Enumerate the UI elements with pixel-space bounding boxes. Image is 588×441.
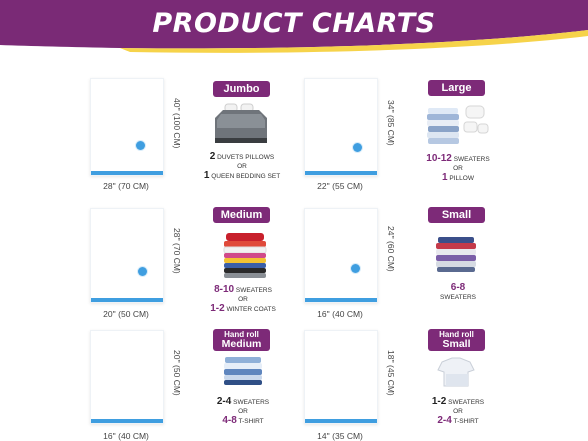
width-label: 16'' (40 CM) (103, 431, 149, 441)
width-label: 20'' (50 CM) (103, 309, 149, 319)
zipper (305, 419, 377, 423)
height-label: 24'' (60 CM) (386, 226, 396, 272)
or-label: OR (237, 163, 247, 170)
size-badge: Small (428, 207, 485, 223)
capacity-unit: DUVETS PILLOWS (217, 154, 275, 161)
capacity-count: 8-10 (214, 284, 235, 295)
capacity-count: 1 (203, 170, 210, 181)
capacity-count: 2-4 (437, 415, 452, 426)
or-label: OR (238, 408, 248, 415)
capacity-jumbo: 2 DUVETS PILLOWS OR 1 QUEEN BEDDING SET (198, 152, 286, 181)
capacity-count: 1-2 (210, 303, 225, 314)
capacity-count: 6-8 (450, 282, 466, 293)
badge-top-label: Hand roll (224, 330, 259, 339)
or-label: OR (453, 165, 463, 172)
size-badge: Large (428, 80, 485, 96)
capacity-count: 1 (442, 172, 448, 183)
capacity-unit: SWEATERS (448, 399, 485, 406)
capacity-unit: T-SHIRT (453, 418, 479, 425)
shirt-stack-icon (224, 357, 262, 385)
height-label: 40'' (100 CM) (172, 98, 182, 149)
height-label: 34'' (85 CM) (386, 100, 396, 146)
bag-medium (90, 208, 164, 303)
capacity-count: 1-2 (431, 396, 447, 407)
badge-size-label: Medium (221, 337, 262, 350)
banner: PRODUCT CHARTS (0, 0, 588, 56)
capacity-unit: SWEATERS (235, 287, 272, 294)
height-label: 28'' (70 CM) (172, 228, 182, 274)
capacity-hand-roll-medium: 2-4 SWEATERS OR 4-8 T-SHIRT (200, 397, 286, 426)
valve-icon (138, 267, 147, 276)
bag-small (304, 208, 378, 303)
valve-icon (136, 141, 145, 150)
size-badge: Medium (213, 207, 270, 223)
size-badge: Hand roll Small (428, 329, 485, 351)
bag-hand-roll-medium (90, 330, 164, 424)
capacity-unit: QUEEN BEDDING SET (211, 173, 281, 180)
capacity-large: 10-12 SWEATERS OR 1 PILLOW (416, 154, 500, 183)
capacity-unit: SWEATERS (233, 399, 270, 406)
shirt-stack-icon (437, 357, 475, 387)
capacity-count: 10-12 (426, 153, 452, 164)
or-label: OR (238, 296, 248, 303)
capacity-unit: T-SHIRT (238, 418, 264, 425)
zipper (305, 298, 377, 302)
width-label: 16'' (40 CM) (317, 309, 363, 319)
zipper (91, 419, 163, 423)
capacity-count: 4-8 (222, 415, 237, 426)
width-label: 22'' (55 CM) (317, 181, 363, 191)
capacity-medium: 8-10 SWEATERS OR 1-2 WINTER COATS (200, 285, 286, 314)
sweaters-pillows-icon (427, 105, 489, 144)
zipper (305, 171, 377, 175)
capacity-small: 6-8 SWEATERS (416, 283, 500, 302)
zipper (91, 298, 163, 302)
size-badge: Hand roll Medium (213, 329, 270, 351)
sweater-stack-icon (436, 237, 476, 272)
page-title: PRODUCT CHARTS (152, 8, 436, 39)
bag-hand-roll-small (304, 330, 378, 424)
badge-size-label: Small (442, 337, 471, 350)
capacity-unit: SWEATERS (453, 156, 490, 163)
bag-large (304, 78, 378, 176)
zipper (91, 171, 163, 175)
capacity-count: 2-4 (216, 396, 232, 407)
capacity-unit: WINTER COATS (226, 306, 276, 313)
sweater-stack-icon (223, 233, 267, 278)
bag-jumbo (90, 78, 164, 176)
capacity-hand-roll-small: 1-2 SWEATERS OR 2-4 T-SHIRT (416, 397, 500, 426)
width-label: 28'' (70 CM) (103, 181, 149, 191)
valve-icon (353, 143, 362, 152)
banner-background (0, 0, 588, 53)
valve-icon (351, 264, 360, 273)
or-label: OR (453, 408, 463, 415)
size-badge: Jumbo (213, 81, 270, 97)
bed-icon (215, 103, 267, 143)
height-label: 18'' (45 CM) (386, 350, 396, 396)
capacity-count: 2 (209, 151, 216, 162)
badge-top-label: Hand roll (439, 330, 474, 339)
height-label: 20'' (50 CM) (172, 350, 182, 396)
capacity-unit: SWEATERS (440, 294, 476, 301)
capacity-unit: PILLOW (449, 175, 474, 182)
width-label: 14'' (35 CM) (317, 431, 363, 441)
